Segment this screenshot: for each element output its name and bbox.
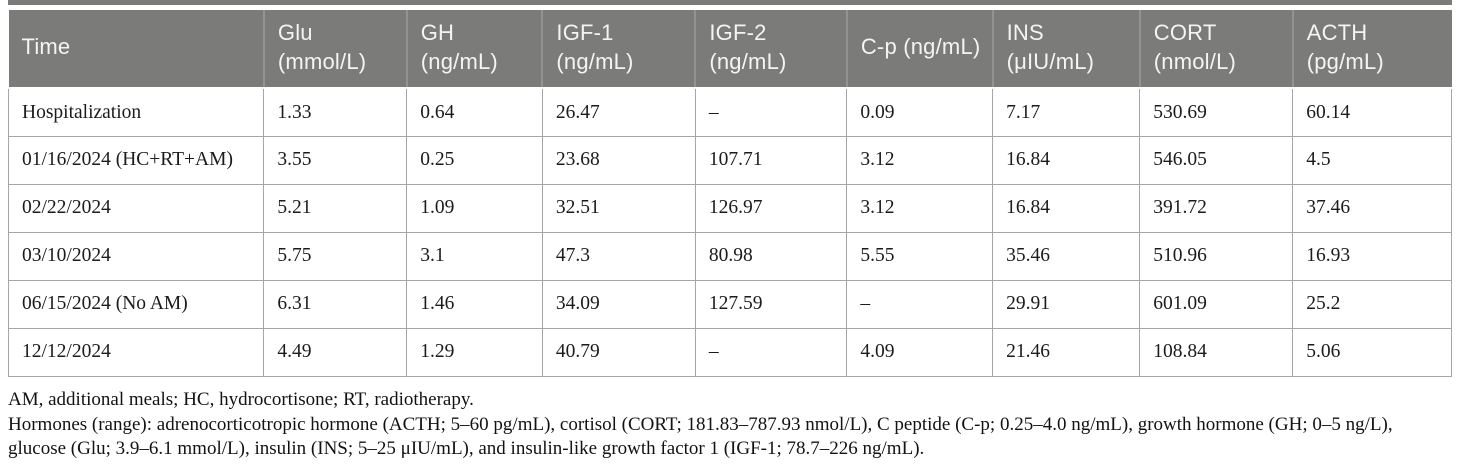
cell-acth: 60.14: [1292, 87, 1452, 137]
table-footnotes: AM, additional meals; HC, hydrocortisone…: [8, 388, 1452, 462]
cell-glu: 6.31: [263, 279, 408, 329]
table-row-03-10-2024: 03/10/2024 5.75 3.1 47.3 80.98 5.55 35.4…: [7, 231, 1452, 281]
cell-acth: 16.93: [1292, 231, 1452, 281]
cell-cp: 3.12: [846, 183, 994, 233]
cell-time: 06/15/2024 (No AM): [7, 279, 265, 329]
cell-igf1: 26.47: [541, 87, 696, 137]
cell-cort: 546.05: [1139, 135, 1294, 185]
cell-gh: 0.25: [406, 135, 543, 185]
cell-cp: –: [846, 279, 994, 329]
cell-igf2: –: [694, 327, 848, 377]
cell-cp: 5.55: [846, 231, 994, 281]
cell-acth: 4.5: [1292, 135, 1452, 185]
cell-time: 03/10/2024: [7, 231, 265, 281]
cell-ins: 29.91: [992, 279, 1141, 329]
table-row-01-16-2024: 01/16/2024 (HC+RT+AM) 3.55 0.25 23.68 10…: [7, 135, 1452, 185]
cell-ins: 16.84: [992, 183, 1141, 233]
cell-cp: 3.12: [846, 135, 994, 185]
cell-gh: 3.1: [406, 231, 543, 281]
cell-ins: 16.84: [992, 135, 1141, 185]
column-header-glu: Glu (mmol/L): [262, 10, 407, 89]
cell-cort: 510.96: [1139, 231, 1294, 281]
cell-acth: 5.06: [1292, 327, 1452, 377]
cell-cort: 530.69: [1139, 87, 1294, 137]
footnote-hormone-ranges: Hormones (range): adrenocorticotropic ho…: [8, 414, 1393, 460]
cell-cort: 108.84: [1139, 327, 1294, 377]
cell-cp: 4.09: [846, 327, 994, 377]
hormone-lab-results-table: Time Glu (mmol/L) GH (ng/mL) IGF-1 (ng/m…: [7, 10, 1452, 377]
cell-acth: 37.46: [1292, 183, 1452, 233]
table-row-hospitalization: Hospitalization 1.33 0.64 26.47 – 0.09 7…: [7, 87, 1452, 137]
cell-igf2: 107.71: [694, 135, 848, 185]
footnote-abbreviations: AM, additional meals; HC, hydrocortisone…: [8, 388, 474, 410]
cell-glu: 3.55: [263, 135, 408, 185]
table-header-row: Time Glu (mmol/L) GH (ng/mL) IGF-1 (ng/m…: [8, 10, 1452, 89]
cell-glu: 5.21: [263, 183, 408, 233]
cell-igf1: 47.3: [541, 231, 696, 281]
cell-ins: 35.46: [992, 231, 1141, 281]
column-header-cort: CORT (nmol/L): [1138, 10, 1293, 89]
cell-gh: 1.46: [406, 279, 543, 329]
column-header-igf2: IGF-2 (ng/mL): [694, 10, 847, 89]
table-row-12-12-2024: 12/12/2024 4.49 1.29 40.79 – 4.09 21.46 …: [7, 327, 1452, 377]
cell-acth: 25.2: [1292, 279, 1452, 329]
cell-gh: 1.29: [406, 327, 543, 377]
cell-igf1: 32.51: [541, 183, 696, 233]
column-header-igf1: IGF-1 (ng/mL): [541, 10, 696, 89]
cell-igf1: 40.79: [541, 327, 696, 377]
table-row-06-15-2024: 06/15/2024 (No AM) 6.31 1.46 34.09 127.5…: [7, 279, 1452, 329]
cell-ins: 21.46: [992, 327, 1141, 377]
table-row-02-22-2024: 02/22/2024 5.21 1.09 32.51 126.97 3.12 1…: [7, 183, 1452, 233]
cell-cp: 0.09: [846, 87, 994, 137]
cell-igf2: 80.98: [694, 231, 848, 281]
cell-gh: 1.09: [406, 183, 543, 233]
cell-ins: 7.17: [992, 87, 1141, 137]
column-header-cp: C-p (ng/mL): [845, 10, 993, 89]
cell-glu: 5.75: [263, 231, 408, 281]
cell-time: Hospitalization: [7, 87, 265, 137]
cell-glu: 4.49: [263, 327, 408, 377]
column-header-acth: ACTH (pg/mL): [1291, 10, 1452, 89]
column-header-time: Time: [8, 10, 264, 89]
cell-time: 01/16/2024 (HC+RT+AM): [7, 135, 265, 185]
cell-igf2: 127.59: [694, 279, 848, 329]
cell-cort: 391.72: [1139, 183, 1294, 233]
cell-cort: 601.09: [1139, 279, 1294, 329]
column-header-gh: GH (ng/mL): [405, 10, 543, 89]
cell-igf2: –: [694, 87, 848, 137]
cell-igf1: 23.68: [541, 135, 696, 185]
cell-igf1: 34.09: [541, 279, 696, 329]
table-top-rule: [8, 0, 1452, 5]
column-header-ins: INS (μIU/mL): [991, 10, 1140, 89]
cell-gh: 0.64: [406, 87, 543, 137]
cell-time: 02/22/2024: [7, 183, 265, 233]
cell-time: 12/12/2024: [7, 327, 265, 377]
cell-glu: 1.33: [263, 87, 408, 137]
cell-igf2: 126.97: [694, 183, 848, 233]
